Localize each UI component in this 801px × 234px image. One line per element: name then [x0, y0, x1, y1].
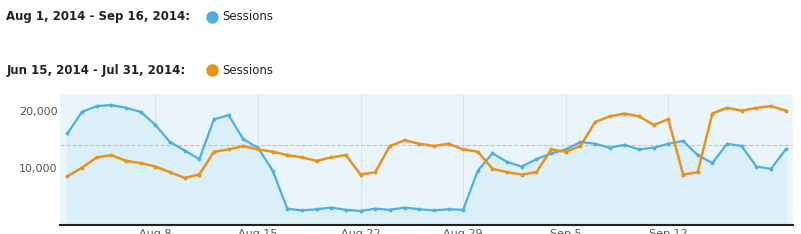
Text: Sessions: Sessions [223, 64, 274, 77]
Text: Aug 1, 2014 - Sep 16, 2014:: Aug 1, 2014 - Sep 16, 2014: [6, 10, 191, 23]
Text: Sessions: Sessions [223, 10, 274, 23]
Text: Jun 15, 2014 - Jul 31, 2014:: Jun 15, 2014 - Jul 31, 2014: [6, 64, 186, 77]
